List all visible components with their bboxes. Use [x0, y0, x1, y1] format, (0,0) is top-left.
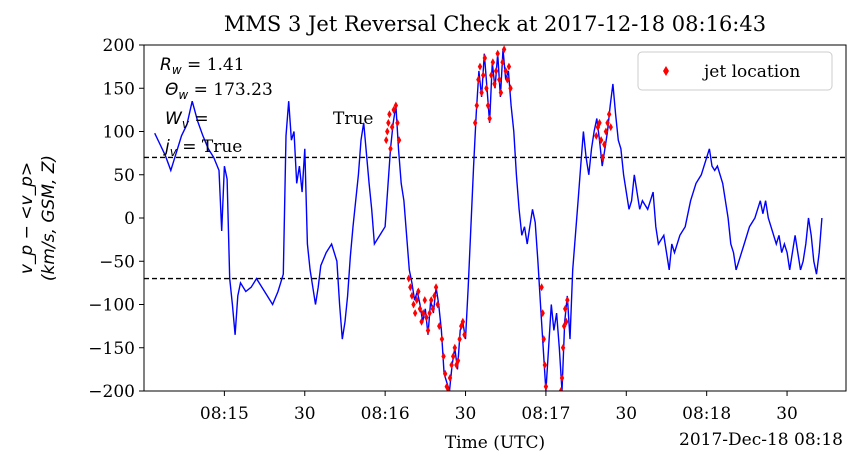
- x-tick-label: 08:18: [682, 404, 731, 424]
- x-tick-label: 08:16: [361, 404, 410, 424]
- x-tick-label: 30: [615, 404, 637, 424]
- x-offset-label: 2017-Dec-18 08:18: [679, 430, 843, 450]
- legend-label-jet-location: jet location: [702, 62, 800, 82]
- y-tick-label: −50: [99, 252, 135, 272]
- y-tick-label: 0: [124, 209, 135, 229]
- x-tick-label: 30: [776, 404, 798, 424]
- y-tick-label: 100: [103, 123, 135, 143]
- y-tick-label: 200: [103, 36, 135, 56]
- x-tick-label: 08:17: [521, 404, 570, 424]
- y-tick-label: 150: [103, 79, 135, 99]
- chart-title: MMS 3 Jet Reversal Check at 2017-12-18 0…: [224, 12, 766, 36]
- x-tick-label: 30: [294, 404, 316, 424]
- x-tick-label: 08:15: [200, 404, 249, 424]
- x-tick-label: 30: [455, 404, 477, 424]
- x-axis-label: Time (UTC): [445, 433, 545, 453]
- y-tick-label: −100: [88, 296, 135, 316]
- y-axis-label-line1: v_p − <v_p>: [17, 162, 37, 274]
- annotation-w-v-result: True: [333, 109, 373, 129]
- legend: jet location: [638, 52, 832, 90]
- y-axis-label-line2: (km/s, GSM, Z): [39, 155, 59, 281]
- y-tick-label: −150: [88, 339, 135, 359]
- y-tick-label: 50: [113, 166, 135, 186]
- y-tick-label: −200: [88, 382, 135, 402]
